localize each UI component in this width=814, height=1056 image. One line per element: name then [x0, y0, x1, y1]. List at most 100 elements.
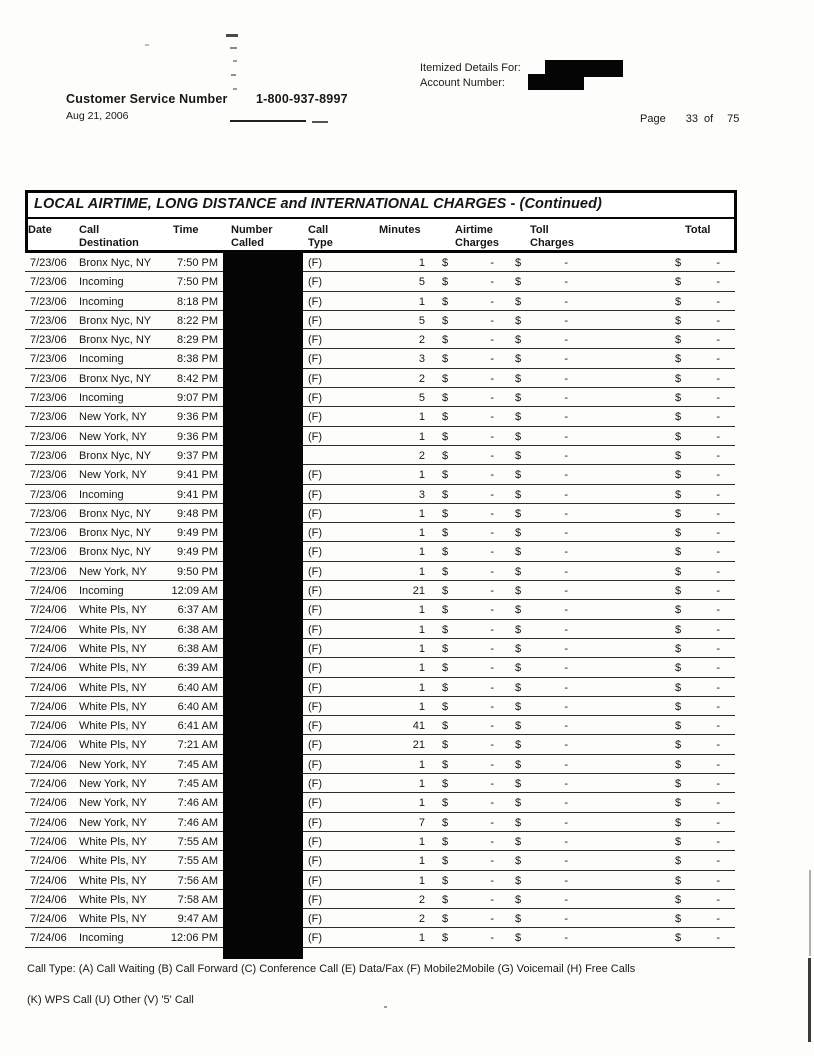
- cell-minutes: 1: [418, 565, 425, 578]
- cell-time: 6:38 AM: [177, 623, 218, 636]
- cell-minutes: 1: [418, 855, 425, 868]
- cell-destination: Incoming: [79, 295, 124, 308]
- scan-artifact: [226, 34, 238, 37]
- cell-airtime-amount: -: [490, 430, 494, 443]
- cell-toll-amount: -: [564, 411, 568, 424]
- cell-minutes: 5: [418, 314, 425, 327]
- cell-time: 8:38 PM: [177, 353, 218, 366]
- cell-total-currency: $: [675, 700, 682, 713]
- cell-destination: New York, NY: [79, 430, 147, 443]
- table-row: 7/23/06 Bronx Nyc, NY 9:48 PM (F) 1 $ - …: [25, 504, 735, 524]
- table-row: 7/24/06 White Pls, NY 7:55 AM (F) 1 $ - …: [25, 832, 735, 852]
- table-row: 7/23/06 Bronx Nyc, NY 9:49 PM (F) 1 $ - …: [25, 523, 735, 543]
- cell-toll-amount: -: [564, 430, 568, 443]
- table-row: 7/24/06 Incoming 12:09 AM (F) 21 $ - $ -…: [25, 581, 735, 601]
- scan-artifact: [384, 1006, 387, 1008]
- cell-airtime-amount: -: [490, 778, 494, 791]
- cell-time: 7:58 AM: [177, 893, 218, 906]
- customer-service-number: 1-800-937-8997: [256, 92, 348, 106]
- cell-total-currency: $: [675, 662, 682, 675]
- cell-airtime-currency: $: [442, 932, 449, 945]
- column-header-call-destination: Call Destination: [79, 224, 139, 249]
- scan-artifact: [233, 88, 237, 90]
- cell-toll-currency: $: [515, 430, 522, 443]
- redaction-bar-account: [528, 74, 584, 90]
- cell-call-type: (F): [308, 623, 323, 636]
- cell-time: 6:41 AM: [177, 720, 218, 733]
- cell-destination: Bronx Nyc, NY: [79, 527, 152, 540]
- cell-toll-amount: -: [564, 585, 568, 598]
- cell-total-currency: $: [675, 893, 682, 906]
- call-table: 7/23/06 Bronx Nyc, NY 7:50 PM (F) 1 $ - …: [25, 253, 735, 948]
- statement-date: Aug 21, 2006: [66, 110, 129, 122]
- cell-toll-amount: -: [564, 932, 568, 945]
- cell-airtime-amount: -: [490, 585, 494, 598]
- scan-artifact: [145, 44, 149, 46]
- table-row: 7/24/06 White Pls, NY 7:58 AM (F) 2 $ - …: [25, 890, 735, 910]
- cell-date: 7/24/06: [30, 739, 67, 752]
- cell-time: 7:50 PM: [177, 257, 218, 269]
- cell-total-amount: -: [716, 913, 720, 926]
- cell-total-currency: $: [675, 469, 682, 482]
- cell-airtime-currency: $: [442, 758, 449, 771]
- cell-total-currency: $: [675, 565, 682, 578]
- table-row: 7/24/06 White Pls, NY 7:21 AM (F) 21 $ -…: [25, 735, 735, 755]
- cell-minutes: 1: [418, 662, 425, 675]
- cell-destination: White Pls, NY: [79, 604, 147, 617]
- cell-date: 7/23/06: [30, 546, 67, 559]
- table-row: 7/23/06 Incoming 7:50 PM (F) 5 $ - $ - $…: [25, 272, 735, 292]
- cell-toll-amount: -: [564, 720, 568, 733]
- cell-toll-amount: -: [564, 546, 568, 559]
- cell-airtime-currency: $: [442, 604, 449, 617]
- cell-time: 9:41 PM: [177, 488, 218, 501]
- cell-total-currency: $: [675, 449, 682, 462]
- cell-call-type: (F): [308, 276, 323, 289]
- cell-date: 7/23/06: [30, 449, 67, 462]
- table-row: 7/24/06 New York, NY 7:45 AM (F) 1 $ - $…: [25, 755, 735, 775]
- table-row: 7/23/06 Bronx Nyc, NY 8:42 PM (F) 2 $ - …: [25, 369, 735, 389]
- cell-airtime-amount: -: [490, 565, 494, 578]
- table-row: 7/24/06 White Pls, NY 7:55 AM (F) 1 $ - …: [25, 851, 735, 871]
- cell-call-type: (F): [308, 585, 323, 598]
- cell-airtime-currency: $: [442, 778, 449, 791]
- cell-call-type: (F): [308, 932, 323, 945]
- cell-destination: Bronx Nyc, NY: [79, 372, 152, 385]
- cell-toll-currency: $: [515, 488, 522, 501]
- cell-date: 7/23/06: [30, 488, 67, 501]
- cell-total-amount: -: [716, 932, 720, 945]
- cell-minutes: 1: [418, 257, 425, 269]
- table-row: 7/23/06 Incoming 8:38 PM (F) 3 $ - $ - $…: [25, 349, 735, 369]
- cell-time: 8:42 PM: [177, 372, 218, 385]
- cell-time: 8:18 PM: [177, 295, 218, 308]
- cell-total-amount: -: [716, 700, 720, 713]
- cell-destination: White Pls, NY: [79, 835, 147, 848]
- cell-date: 7/24/06: [30, 585, 67, 598]
- cell-airtime-amount: -: [490, 257, 494, 269]
- cell-airtime-currency: $: [442, 681, 449, 694]
- cell-total-currency: $: [675, 932, 682, 945]
- cell-toll-currency: $: [515, 913, 522, 926]
- cell-date: 7/24/06: [30, 816, 67, 829]
- table-title: LOCAL AIRTIME, LONG DISTANCE and INTERNA…: [28, 193, 734, 219]
- cell-call-type: (F): [308, 739, 323, 752]
- column-header-call-type: Call Type: [308, 224, 333, 249]
- customer-service-label: Customer Service Number: [66, 92, 228, 106]
- cell-total-amount: -: [716, 565, 720, 578]
- cell-date: 7/24/06: [30, 932, 67, 945]
- cell-destination: White Pls, NY: [79, 700, 147, 713]
- cell-call-type: (F): [308, 681, 323, 694]
- cell-minutes: 2: [418, 893, 425, 906]
- cell-time: 6:39 AM: [177, 662, 218, 675]
- cell-airtime-currency: $: [442, 835, 449, 848]
- cell-call-type: (F): [308, 835, 323, 848]
- cell-minutes: 1: [418, 700, 425, 713]
- cell-toll-amount: -: [564, 469, 568, 482]
- cell-toll-amount: -: [564, 488, 568, 501]
- cell-total-currency: $: [675, 778, 682, 791]
- cell-airtime-currency: $: [442, 623, 449, 636]
- cell-airtime-amount: -: [490, 314, 494, 327]
- cell-airtime-currency: $: [442, 314, 449, 327]
- scan-artifact: [230, 47, 237, 49]
- cell-airtime-amount: -: [490, 411, 494, 424]
- cell-time: 6:38 AM: [177, 642, 218, 655]
